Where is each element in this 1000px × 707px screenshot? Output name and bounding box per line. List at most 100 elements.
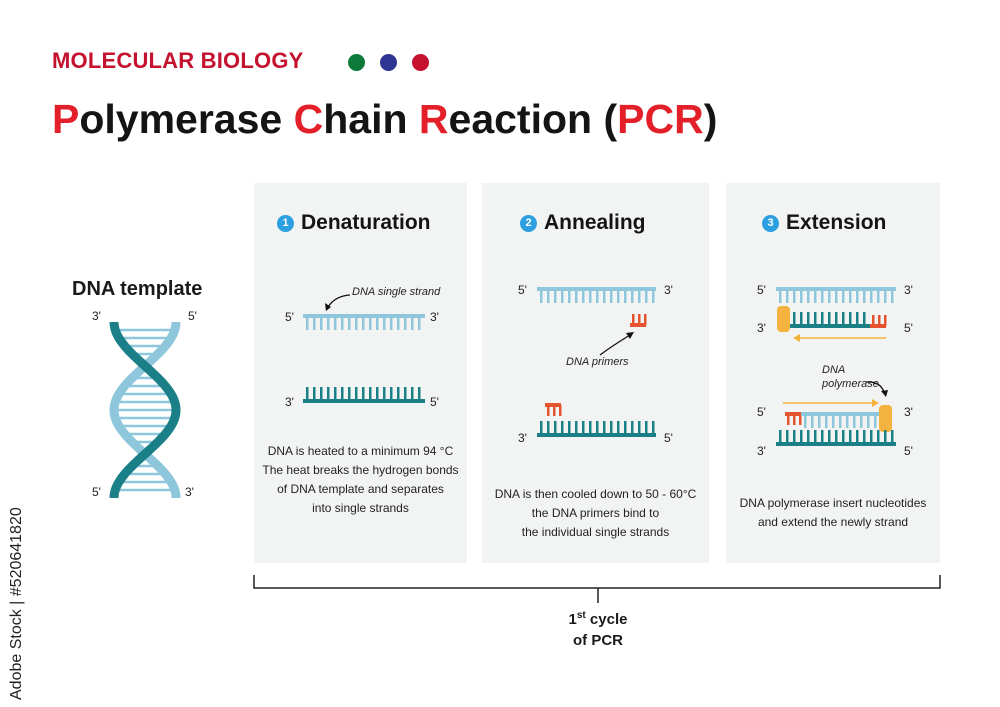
- ext-a-template-base: [793, 289, 796, 303]
- ext-a-new-base: [863, 312, 866, 326]
- panel-annealing: [482, 183, 709, 563]
- denat-strand-top-base: [362, 316, 365, 330]
- ext-b-template-base: [842, 430, 845, 444]
- anneal-strand-top-base: [610, 289, 613, 303]
- anneal-primer-top-base: [638, 314, 641, 325]
- ext-a-new-base: [807, 312, 810, 326]
- ext-a-template-base: [856, 289, 859, 303]
- green-dot: [348, 54, 365, 71]
- annotation-arrow: [599, 334, 631, 356]
- ext-a-primer-base: [884, 315, 887, 326]
- denat-strand-bottom-base: [362, 387, 365, 401]
- caption-denaturation: DNA is heated to a minimum 94 °C The hea…: [254, 442, 467, 518]
- denat-strand-bottom-base: [418, 387, 421, 401]
- cycle-word: cycle: [585, 611, 628, 628]
- step-denaturation-heading: 1 Denaturation: [277, 211, 431, 235]
- end-label: 3': [904, 283, 913, 297]
- end-label: 5': [92, 485, 101, 499]
- step-annealing-heading: 2 Annealing: [520, 211, 646, 235]
- anneal-primer-bottom-base: [559, 405, 562, 416]
- end-label: 5': [757, 283, 766, 297]
- denat-strand-bottom-base: [383, 387, 386, 401]
- ext-a-template-base: [863, 289, 866, 303]
- step-title: Extension: [786, 211, 887, 234]
- anneal-strand-bottom-base: [589, 421, 592, 435]
- end-label: 3': [92, 309, 101, 323]
- anneal-strand-top-base: [596, 289, 599, 303]
- ext-b-primer-base: [799, 414, 802, 425]
- step-extension-heading: 3 Extension: [762, 211, 886, 235]
- anneal-strand-bottom-base: [624, 421, 627, 435]
- ext-b-template-base: [877, 430, 880, 444]
- anneal-strand-top-base: [561, 289, 564, 303]
- denat-strand-bottom-base: [376, 387, 379, 401]
- anneal-strand-top-base: [547, 289, 550, 303]
- anneal-strand-bottom-base: [631, 421, 634, 435]
- denat-strand-top-base: [383, 316, 386, 330]
- ext-b-new-base: [839, 414, 842, 428]
- denat-strand-top-base: [376, 316, 379, 330]
- end-label: 3': [518, 431, 527, 445]
- anneal-primer-top-base: [632, 314, 635, 325]
- step-title: Annealing: [544, 211, 646, 234]
- red-dot: [412, 54, 429, 71]
- caption-line: The heat breaks the hydrogen bonds: [262, 463, 459, 477]
- anneal-strand-bottom-base: [617, 421, 620, 435]
- caption-line: the DNA primers bind to: [531, 506, 660, 520]
- ext-a-new-base: [835, 312, 838, 326]
- denat-strand-bottom-base: [313, 387, 316, 401]
- anneal-strand-top-base: [582, 289, 585, 303]
- cycle-number: 1: [568, 611, 577, 628]
- ext-a-template-base: [891, 289, 894, 303]
- ext-b-new-base: [867, 414, 870, 428]
- ext-a-new-base: [800, 312, 803, 326]
- ext-a-new-base: [856, 312, 859, 326]
- stock-watermark: Adobe Stock | #520641820: [8, 507, 25, 700]
- title-part: eaction (: [448, 96, 618, 142]
- anneal-primer-bottom-base: [547, 405, 550, 416]
- ext-b-primer-base: [787, 414, 790, 425]
- anneal-strand-top-base: [568, 289, 571, 303]
- anneal-strand-top-base: [638, 289, 641, 303]
- anneal-strand-bottom-base: [638, 421, 641, 435]
- anneal-strand-bottom-base: [568, 421, 571, 435]
- blue-dot: [380, 54, 397, 71]
- end-label: 5': [285, 310, 294, 324]
- anneal-strand-top-base: [652, 289, 655, 303]
- end-label: 5': [664, 431, 673, 445]
- ext-b-primer-base: [793, 414, 796, 425]
- end-label: 3': [285, 395, 294, 409]
- annotation-arrow-head: [881, 390, 888, 397]
- ext-b-template-base: [786, 430, 789, 444]
- anneal-strand-bottom-base: [603, 421, 606, 435]
- denat-strand-top-base: [369, 316, 372, 330]
- denat-strand-top-base: [320, 316, 323, 330]
- annotation-arrow: [327, 294, 351, 308]
- end-label: 5': [518, 283, 527, 297]
- end-label: 3': [430, 310, 439, 324]
- denat-strand-top-base: [341, 316, 344, 330]
- annotation-dna-single-strand: DNA single strand: [352, 286, 441, 298]
- panel-denaturation: [254, 183, 467, 563]
- end-label: 3': [664, 283, 673, 297]
- anneal-strand-top-base: [575, 289, 578, 303]
- anneal-strand-top-base: [617, 289, 620, 303]
- ext-b-new-base: [860, 414, 863, 428]
- cycle-suffix: st: [576, 610, 586, 621]
- ext-a-template-base: [835, 289, 838, 303]
- anneal-strand-bottom-base: [561, 421, 564, 435]
- step-title: Denaturation: [301, 211, 431, 234]
- annotation-dna-primers: DNA primers: [566, 356, 629, 368]
- ext-a-new-base: [849, 312, 852, 326]
- ext-a-template-base: [870, 289, 873, 303]
- ext-b-new-base: [832, 414, 835, 428]
- step-number-badge: 2: [520, 214, 537, 232]
- anneal-strand-bottom-base: [554, 421, 557, 435]
- denat-strand-bottom-base: [320, 387, 323, 401]
- title-part: P: [52, 96, 80, 142]
- ext-b-template-base: [800, 430, 803, 444]
- ext-b-template-base: [884, 430, 887, 444]
- caption-line: DNA polymerase insert nucleotides: [739, 496, 927, 510]
- anneal-strand-top-base: [603, 289, 606, 303]
- cycle-bracket: [253, 575, 941, 589]
